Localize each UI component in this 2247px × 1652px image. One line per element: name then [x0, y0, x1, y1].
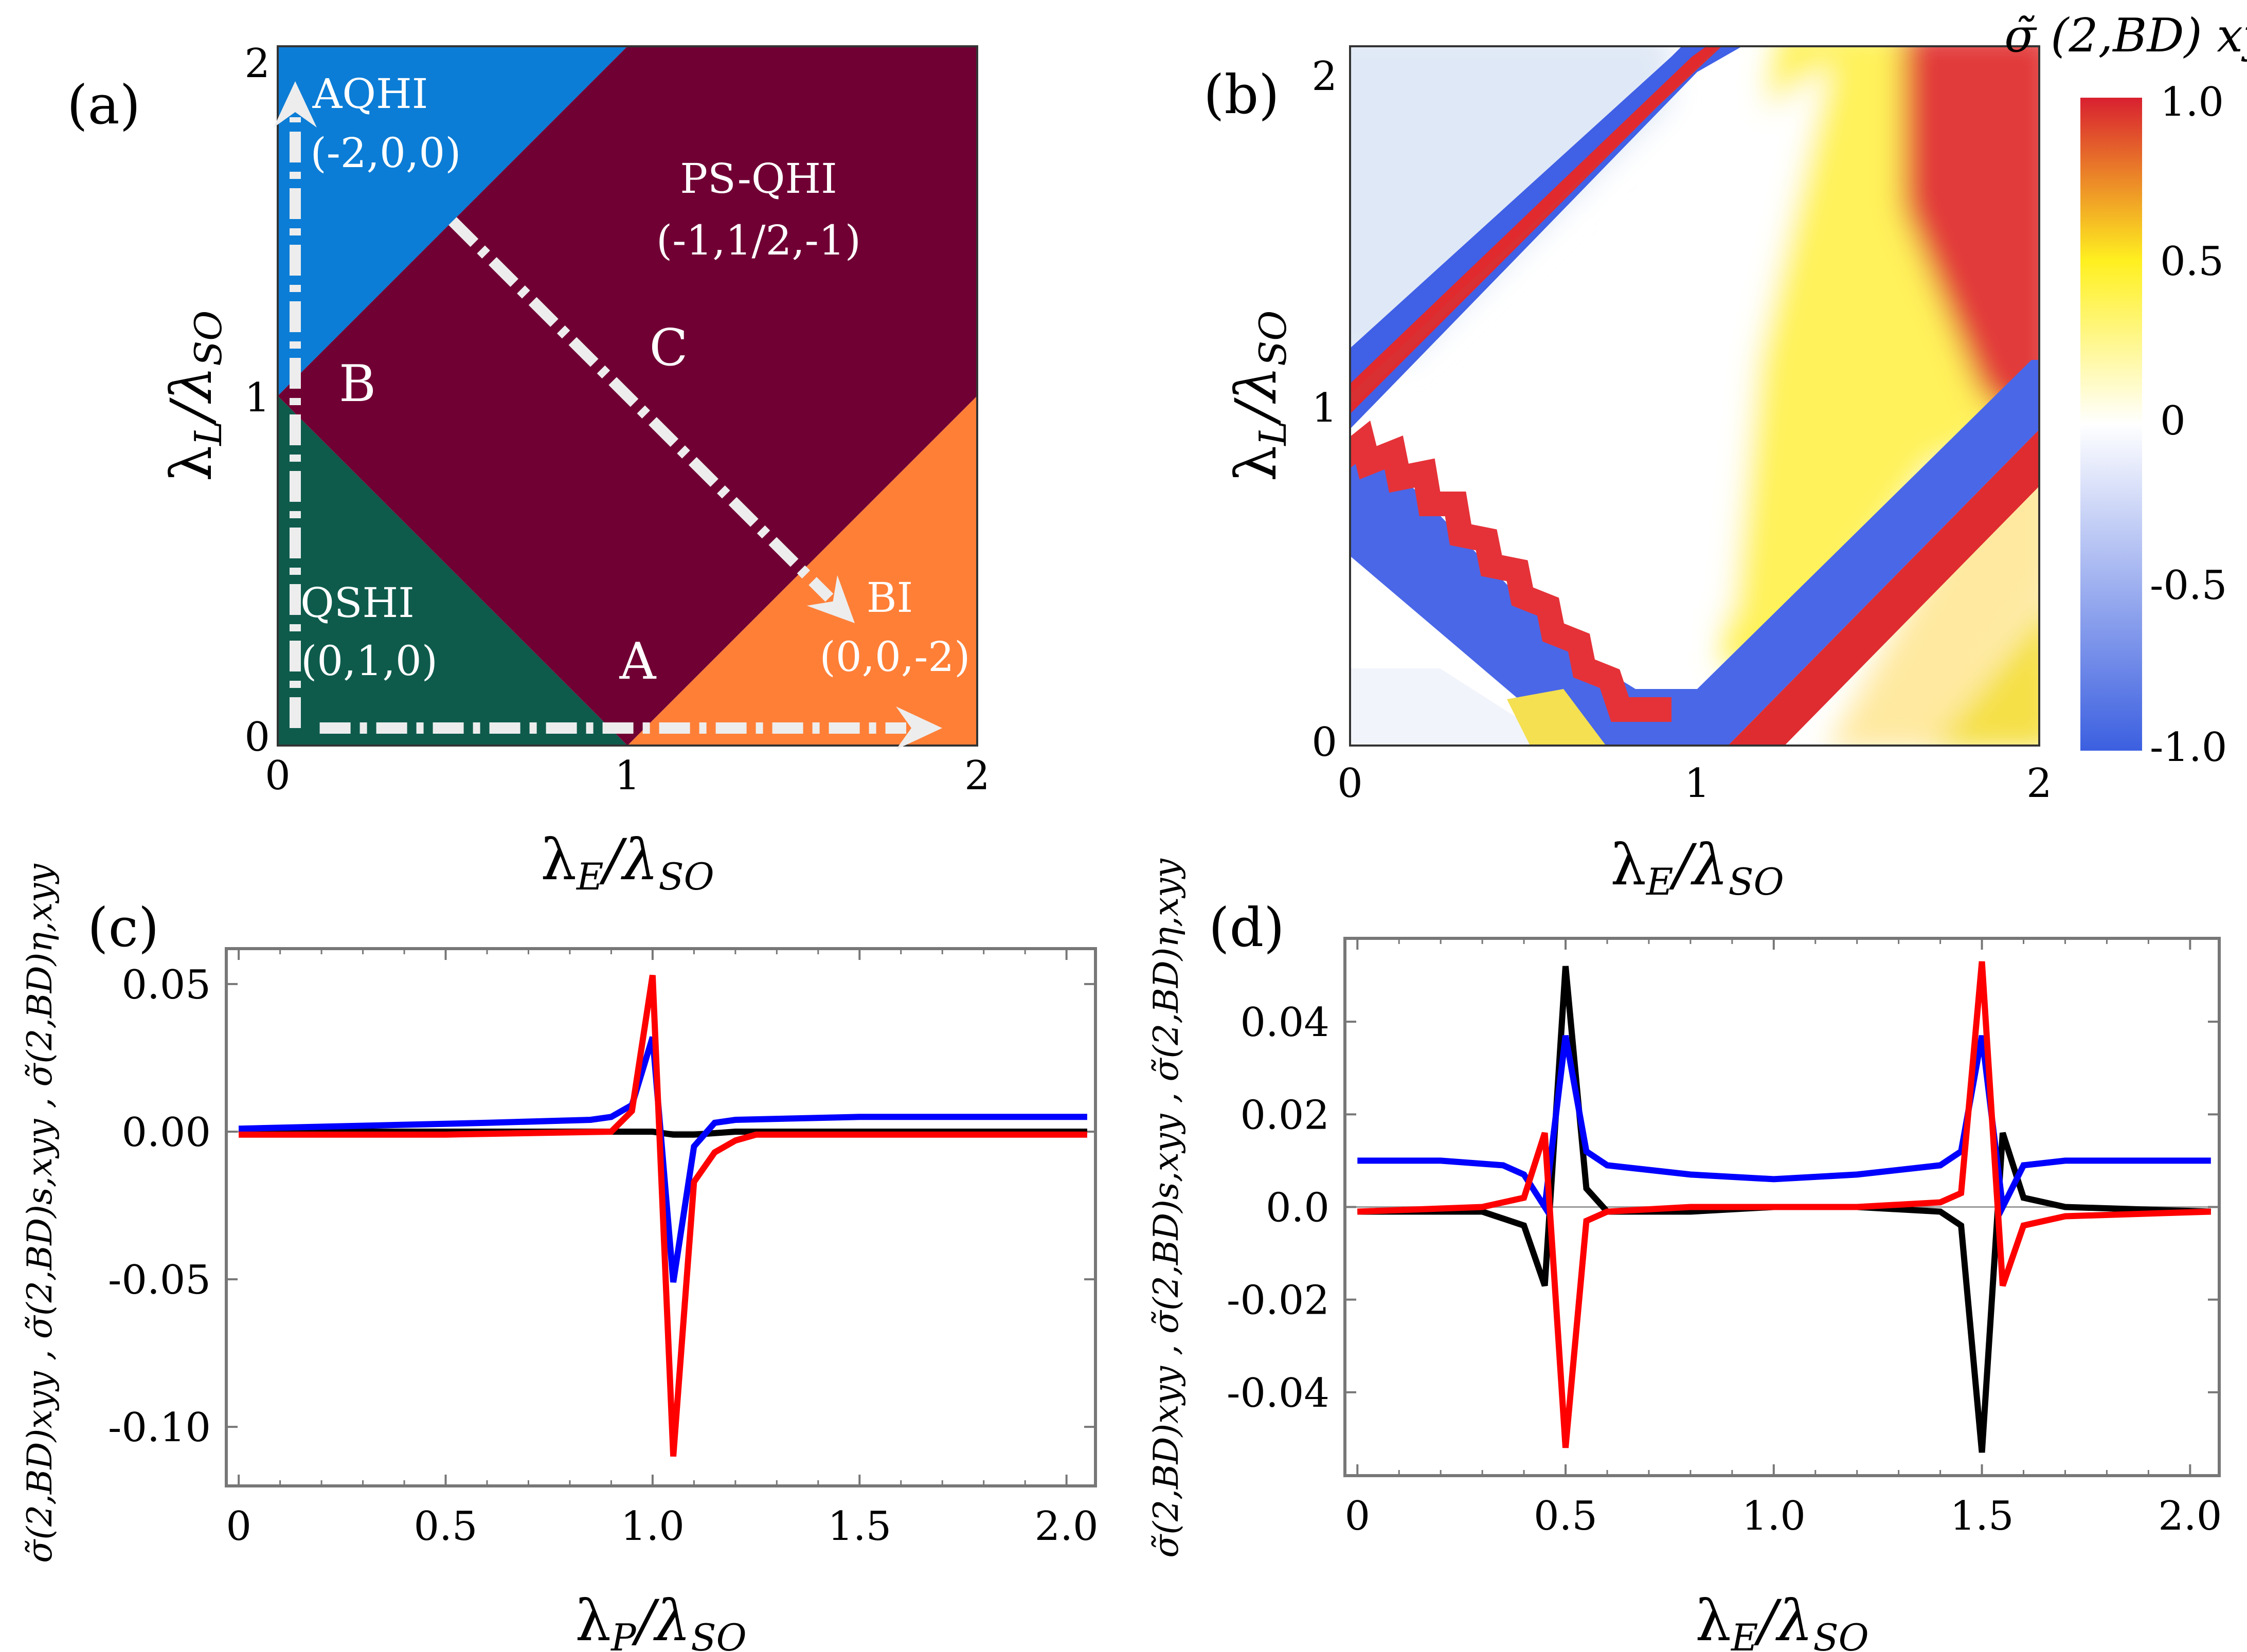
heatmap	[1350, 46, 2039, 746]
panel-b-label: (b)	[1203, 63, 1280, 126]
heat-red-band-upper-2	[1350, 46, 1722, 403]
b-ytick-0: 0	[1311, 719, 1337, 766]
xtick-label: 0.5	[414, 1503, 478, 1550]
series-line-2	[239, 974, 1087, 1457]
heat-red-upperright	[1903, 46, 2039, 446]
region-qshi-name: QSHI	[300, 579, 415, 627]
heat-white-center	[1543, 62, 1831, 627]
d-xlabel: λE/λSO	[1695, 1588, 1868, 1652]
a-xlabel: λE/λSO	[541, 827, 714, 898]
panel-a-label: (a)	[67, 74, 140, 136]
panel-a: (a) AQHI (-2,0,0) PS-QHI (-1,1/2,-1) QSH…	[67, 41, 990, 898]
xtick-label: 0	[226, 1503, 251, 1550]
panel-d-plot: 0 0.5 1.0 1.5 2.0 0.04 0.02 0.0 -0.02 -0.04	[1227, 938, 2222, 1539]
region-qshi	[278, 396, 627, 746]
heat-red-band-lower-right	[1728, 429, 2039, 746]
panel-c-plot: 0 0.5 1.0 1.5 2.0 0.05 0.00 -0.05 -0.10	[108, 949, 1099, 1550]
colorbar-title: σ̃ (2,BD) xyy	[2004, 9, 2247, 63]
panel-d: (d) 0 0.5 1.0 1.5 2.0 0.04 0.02 0.0 -0.02 -0.04 λ…	[1146, 859, 2222, 1652]
ytick-label: 0.05	[121, 962, 211, 1008]
heat-yellow-bottomleft	[1507, 689, 1606, 746]
arrow-head-2	[806, 575, 855, 623]
point-c-label: C	[650, 319, 688, 377]
ytick-label: -0.02	[1227, 1278, 1329, 1324]
region-psqhi-name: PS-QHI	[680, 155, 837, 203]
heat-blue-band-lower	[1350, 360, 2039, 746]
region-bi-numbers: (0,0,-2)	[819, 633, 970, 681]
point-b-label: B	[339, 355, 376, 413]
ytick-label: -0.05	[108, 1257, 211, 1303]
heat-white-bottomleft	[1350, 668, 1561, 746]
xtick-label: 0	[1344, 1493, 1370, 1539]
ytick-label: -0.10	[108, 1405, 211, 1451]
cb-tick-m1: -1.0	[2150, 724, 2227, 771]
colorbar	[2080, 98, 2142, 751]
ytick-label: 0.00	[121, 1110, 211, 1156]
cb-tick-m05: -0.5	[2150, 562, 2227, 609]
heat-yellow-corner	[1933, 613, 2039, 746]
a-xtick-0: 0	[265, 753, 291, 799]
xtick-label: 2.0	[1035, 1503, 1099, 1550]
ytick-label: 0.04	[1240, 1000, 1329, 1046]
a-xtick-2: 2	[964, 753, 990, 799]
region-bi-name: BI	[867, 574, 913, 622]
series-line-1	[1357, 1035, 2211, 1218]
heat-red-zigzag	[1350, 420, 1671, 722]
region-psqhi-numbers: (-1,1/2,-1)	[656, 216, 861, 264]
region-aqhi-numbers: (-2,0,0)	[310, 129, 461, 177]
point-a-label: A	[619, 632, 657, 691]
b-ytick-2: 2	[1311, 53, 1337, 100]
b-ytick-1: 1	[1311, 385, 1337, 431]
b-xtick-2: 2	[2026, 760, 2052, 807]
xtick-label: 1.5	[1950, 1493, 2014, 1539]
c-xlabel: λP/λSO	[575, 1588, 746, 1652]
cb-tick-0: 0	[2160, 398, 2186, 444]
arrow-head-1	[896, 706, 942, 750]
b-ylabel: λL/λSO	[1223, 311, 1295, 482]
xtick-label: 2.0	[2158, 1493, 2222, 1539]
xtick-label: 1.5	[828, 1503, 891, 1550]
xtick-label: 1.0	[621, 1503, 685, 1550]
panel-b: (b)	[1203, 9, 2247, 903]
region-qshi-numbers: (0,1,0)	[301, 637, 438, 685]
xtick-label: 1.0	[1742, 1493, 1806, 1539]
arrows	[274, 81, 942, 750]
panel-a-frame	[277, 45, 978, 747]
panel-c-frame	[225, 947, 1097, 1487]
ytick-label: 0.0	[1266, 1185, 1329, 1231]
c-ylabel: σ̃(2,BD)xyy , σ̃(2,BD)s,xyy , σ̃(2,BD)η,…	[20, 864, 60, 1563]
arrow-head-0	[274, 81, 317, 128]
panel-c: (c) 0 0.5 1.0 1.5 2.0 0.05 0.00 -0.05 -0.10 λP/λ…	[20, 864, 1099, 1652]
ytick-label: -0.04	[1227, 1370, 1329, 1417]
region-aqhi-name: AQHI	[312, 70, 428, 118]
a-ytick-0: 0	[244, 714, 270, 760]
b-xtick-0: 0	[1337, 760, 1363, 807]
panel-d-label: (d)	[1209, 896, 1285, 959]
a-xtick-1: 1	[615, 753, 640, 799]
series-line-2	[1357, 961, 2211, 1448]
b-xlabel: λE/λSO	[1610, 832, 1784, 903]
cb-tick-05: 0.5	[2160, 239, 2224, 285]
panel-c-label: (c)	[87, 896, 159, 959]
d-ylabel: σ̃(2,BD)xyy , σ̃(2,BD)s,xyy , σ̃(2,BD)η,…	[1146, 859, 1186, 1558]
b-xtick-1: 1	[1684, 760, 1710, 807]
cb-tick-1: 1.0	[2160, 79, 2224, 125]
a-ytick-2: 2	[244, 41, 270, 87]
ytick-label: 0.02	[1240, 1092, 1329, 1138]
panel-b-frame	[1349, 45, 2040, 747]
a-ylabel: λL/λSO	[158, 311, 230, 482]
xtick-label: 0.5	[1534, 1493, 1597, 1539]
a-ytick-1: 1	[244, 375, 270, 421]
